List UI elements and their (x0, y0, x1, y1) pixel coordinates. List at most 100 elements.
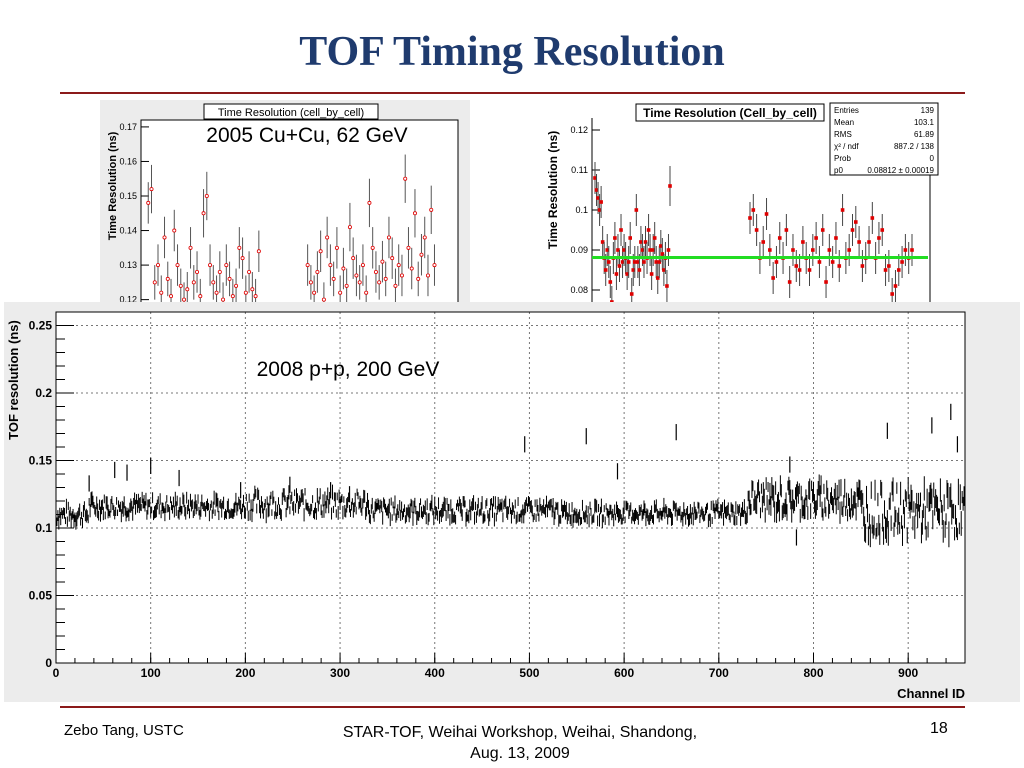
title-rule (60, 92, 965, 94)
tl-point (247, 269, 252, 274)
tr-point (628, 236, 633, 240)
tl-point (367, 200, 372, 205)
tr-point (896, 268, 901, 272)
main-ytick-label: 0.05 (29, 589, 53, 603)
tl-point (321, 297, 326, 302)
main-ytick-label: 0.15 (29, 454, 53, 468)
tr-point (619, 228, 623, 232)
tl-point (172, 228, 177, 233)
tr-point (764, 212, 769, 216)
tl-point (204, 193, 209, 198)
tr-ytick-label: 0.08 (570, 285, 588, 295)
tr-point (599, 200, 603, 204)
main-xtick-label: 800 (803, 666, 823, 680)
tl-ytick-label: 0.17 (119, 122, 137, 132)
tl-point (211, 280, 216, 285)
tr-point (659, 244, 663, 248)
tr-point (834, 236, 838, 240)
tl-point (416, 276, 421, 281)
stats-value: 0 (930, 154, 935, 163)
stats-label: Entries (834, 106, 859, 115)
tl-point (227, 276, 232, 281)
panel-tr-title-box (635, 103, 825, 122)
tr-point (860, 264, 865, 268)
tr-point (880, 228, 885, 232)
tr-point (847, 248, 851, 252)
tr-point (637, 268, 642, 272)
stats-box (829, 102, 939, 176)
tr-point (613, 236, 617, 240)
tr-point (640, 248, 645, 252)
tl-point (243, 290, 248, 295)
tl-point (315, 269, 320, 274)
tl-point (370, 245, 375, 250)
tl-ytick-label: 0.16 (119, 156, 137, 166)
tr-point (900, 260, 904, 264)
tr-point (883, 268, 888, 272)
tr-point (603, 268, 608, 272)
tr-point (910, 248, 914, 252)
tr-point (593, 176, 597, 180)
tl-point (230, 294, 235, 299)
tr-point (774, 260, 779, 264)
tr-point (771, 276, 775, 280)
tr-point (629, 292, 634, 296)
tl-point (178, 283, 183, 288)
tl-point (360, 263, 365, 268)
footer-event: STAR-TOF, Weihai Workshop, Weihai, Shand… (310, 722, 730, 764)
tr-point (817, 260, 822, 264)
tl-ytick-label: 0.14 (119, 226, 137, 236)
tl-point (334, 245, 339, 250)
tl-point (347, 225, 352, 230)
tl-point (331, 276, 336, 281)
tl-point (412, 211, 417, 216)
tl-point (373, 269, 378, 274)
tl-point (149, 187, 154, 192)
tl-point (217, 269, 222, 274)
panel-cucu-ylabel: Time Resolution (ns) (107, 131, 119, 240)
main-xtick-label: 200 (235, 666, 255, 680)
stats-label: p0 (834, 166, 843, 175)
tr-ytick-label: 0.12 (570, 125, 588, 135)
tl-point (152, 280, 157, 285)
tr-point (867, 240, 871, 244)
tl-point (198, 294, 203, 299)
tl-point (357, 280, 362, 285)
tr-point (890, 292, 894, 296)
tr-point (594, 188, 599, 192)
tl-point (396, 263, 401, 268)
tr-point (606, 260, 611, 264)
main-xtick-label: 500 (519, 666, 539, 680)
tl-point (390, 256, 395, 261)
tl-point (312, 290, 317, 295)
tr-point (761, 240, 766, 244)
page-number: 18 (930, 720, 948, 737)
panel-tr: Time Resolution (Cell_by_cell) Time Reso… (546, 100, 939, 318)
tl-point (364, 290, 369, 295)
stats-value: 103.1 (914, 118, 935, 127)
tl-point (422, 235, 427, 240)
main-annotation: 2008 p+p, 200 GeV (257, 358, 440, 381)
tl-point (338, 290, 343, 295)
tl-point (419, 252, 424, 257)
main-xtick-label: 600 (614, 666, 634, 680)
tr-point (655, 276, 660, 280)
tl-point (425, 273, 430, 278)
tr-point (791, 248, 795, 252)
tr-point (837, 264, 842, 268)
panel-cucu-title-box (203, 103, 379, 120)
tr-point (652, 236, 657, 240)
tr-point (646, 228, 651, 232)
tl-point (328, 263, 333, 268)
tl-point (406, 245, 411, 250)
tl-point (351, 256, 356, 261)
tl-point (208, 263, 213, 268)
tr-point (651, 248, 655, 252)
tl-ytick-label: 0.15 (119, 191, 137, 201)
tr-point (608, 280, 613, 284)
main-ylabel: TOF resolution (ns) (6, 320, 21, 440)
tl-point (393, 283, 398, 288)
tr-point (596, 196, 600, 200)
tr-point (622, 248, 626, 252)
